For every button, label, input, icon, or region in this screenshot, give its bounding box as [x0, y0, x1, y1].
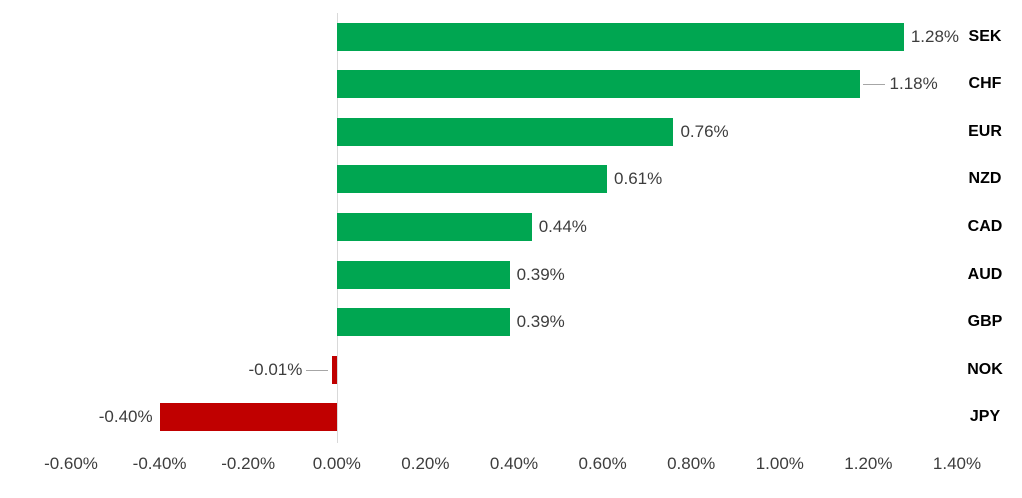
x-tick-label: 0.60% [578, 454, 627, 473]
category-label-nzd: NZD [968, 170, 1002, 188]
x-tick-label: 0.40% [489, 454, 539, 473]
value-label-cad: 0.44% [538, 217, 587, 236]
category-label-aud: AUD [967, 265, 1003, 283]
bar-nok [332, 355, 337, 384]
value-label-chf: 1.18% [889, 74, 938, 94]
leader-line-chf [862, 84, 885, 86]
value-label-sek: 1.28% [910, 26, 960, 46]
x-tick-label: 1.20% [844, 454, 893, 473]
value-label-eur: 0.76% [680, 121, 729, 141]
category-label-gbp: GBP [967, 313, 1003, 331]
x-tick-label: 0.20% [401, 454, 450, 473]
x-tick-label: -0.60% [44, 454, 98, 473]
bar-gbp [336, 308, 510, 337]
x-tick-label: 0.00% [312, 454, 361, 473]
x-tick-label: 1.00% [755, 454, 804, 473]
category-label-eur: EUR [968, 122, 1002, 140]
value-label-nok: -0.01% [248, 359, 303, 379]
x-tick-label: 1.40% [932, 454, 982, 473]
leader-line-nok [306, 369, 329, 371]
category-label-jpy: JPY [969, 408, 1001, 426]
category-label-nok: NOK [967, 360, 1003, 378]
x-tick-label: 0.80% [667, 454, 716, 473]
category-label-chf: CHF [968, 75, 1002, 93]
value-label-aud: 0.39% [516, 264, 565, 284]
x-tick-label: -0.40% [132, 454, 187, 473]
category-label-sek: SEK [968, 27, 1002, 45]
bar-aud [336, 260, 510, 289]
bar-sek [336, 22, 904, 51]
category-label-cad: CAD [967, 217, 1003, 235]
value-label-nzd: 0.61% [614, 169, 663, 189]
bar-chf [336, 70, 860, 99]
bar-nzd [336, 165, 608, 194]
bar-jpy [159, 403, 337, 432]
bar-cad [336, 213, 532, 241]
x-tick-label: -0.20% [221, 454, 276, 473]
value-label-jpy: -0.40% [98, 407, 153, 427]
bar-eur [336, 117, 674, 146]
value-label-gbp: 0.39% [516, 312, 565, 332]
